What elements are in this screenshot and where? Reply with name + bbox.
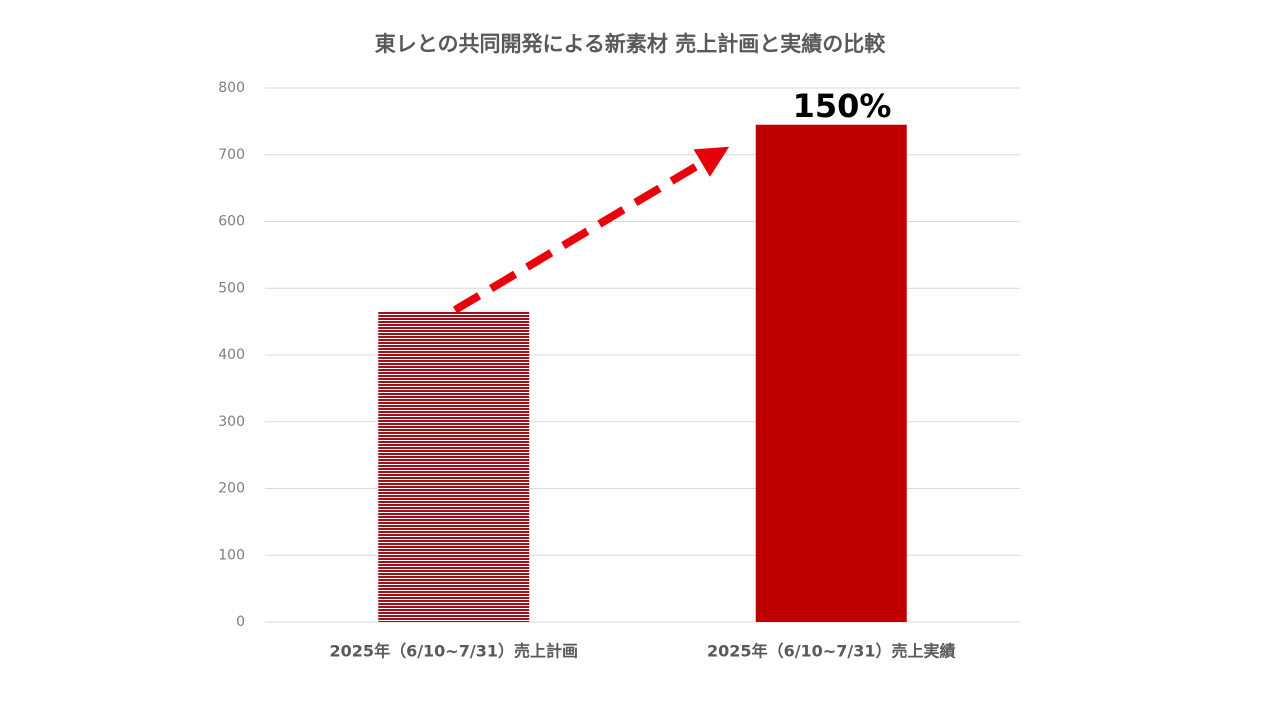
bar — [755, 124, 907, 623]
y-tick-label: 700 — [218, 147, 245, 163]
y-tick-label: 100 — [218, 547, 245, 563]
y-tick-label: 600 — [218, 214, 245, 230]
y-tick-label: 800 — [218, 80, 245, 96]
arrow — [452, 146, 730, 314]
chart-title: 東レとの共同開発による新素材 売上計画と実績の比較 — [375, 32, 886, 56]
y-tick-label: 0 — [236, 614, 245, 630]
y-tick-label: 500 — [218, 280, 245, 296]
y-tick-label: 300 — [218, 414, 245, 430]
annotation: 150% — [793, 87, 892, 125]
bar — [378, 310, 530, 622]
x-tick-label: 2025年（6/10~7/31）売上計画 — [330, 642, 578, 661]
y-tick-label: 200 — [218, 481, 245, 497]
x-tick-label: 2025年（6/10~7/31）売上実績 — [707, 642, 955, 661]
y-tick-label: 400 — [218, 347, 245, 363]
